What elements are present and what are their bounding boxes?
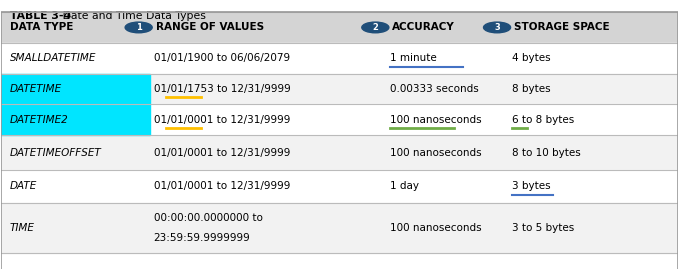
Text: 1 minute: 1 minute: [390, 53, 437, 63]
Text: 1: 1: [136, 23, 142, 32]
Text: RANGE OF VALUES: RANGE OF VALUES: [155, 22, 263, 32]
Text: 23:59:59.9999999: 23:59:59.9999999: [153, 233, 251, 243]
Text: 00:00:00.0000000 to: 00:00:00.0000000 to: [153, 213, 262, 223]
Text: DATETIME2: DATETIME2: [10, 115, 69, 125]
Text: 01/01/0001 to 12/31/9999: 01/01/0001 to 12/31/9999: [153, 181, 290, 191]
Text: 3 bytes: 3 bytes: [512, 181, 551, 191]
Bar: [1, 73, 678, 104]
Text: TABLE 3-4: TABLE 3-4: [10, 11, 71, 21]
Bar: [1, 43, 678, 73]
Text: 100 nanoseconds: 100 nanoseconds: [390, 115, 482, 125]
Text: 6 to 8 bytes: 6 to 8 bytes: [512, 115, 574, 125]
Text: DATETIME: DATETIME: [10, 84, 62, 94]
Text: 0.00333 seconds: 0.00333 seconds: [390, 84, 479, 94]
Text: 100 nanoseconds: 100 nanoseconds: [390, 223, 482, 233]
Text: SMALLDATETIME: SMALLDATETIME: [10, 53, 96, 63]
Text: 01/01/0001 to 12/31/9999: 01/01/0001 to 12/31/9999: [153, 148, 290, 158]
Text: 3: 3: [494, 23, 500, 32]
Bar: [1, 104, 150, 135]
Text: 8 bytes: 8 bytes: [512, 84, 551, 94]
Text: STORAGE SPACE: STORAGE SPACE: [514, 22, 610, 32]
Text: DATE: DATE: [10, 181, 37, 191]
Text: 3 to 5 bytes: 3 to 5 bytes: [512, 223, 574, 233]
Text: TIME: TIME: [10, 223, 35, 233]
Text: 01/01/1900 to 06/06/2079: 01/01/1900 to 06/06/2079: [153, 53, 290, 63]
Circle shape: [483, 22, 511, 33]
Text: 100 nanoseconds: 100 nanoseconds: [390, 148, 482, 158]
Bar: [1, 136, 678, 170]
Bar: [1, 170, 678, 203]
Circle shape: [362, 22, 389, 33]
Text: Date and Time Data Types: Date and Time Data Types: [59, 11, 206, 21]
Bar: [1, 73, 150, 104]
Text: 4 bytes: 4 bytes: [512, 53, 551, 63]
Text: ACCURACY: ACCURACY: [392, 22, 455, 32]
Bar: [1, 203, 678, 252]
Bar: [1, 104, 678, 135]
Text: 1 day: 1 day: [390, 181, 419, 191]
Text: 8 to 10 bytes: 8 to 10 bytes: [512, 148, 581, 158]
Text: 2: 2: [372, 23, 378, 32]
Text: DATETIMEOFFSET: DATETIMEOFFSET: [10, 148, 101, 158]
Circle shape: [125, 22, 152, 33]
Text: 01/01/0001 to 12/31/9999: 01/01/0001 to 12/31/9999: [153, 115, 290, 125]
Bar: [1, 12, 678, 43]
Text: DATA TYPE: DATA TYPE: [10, 22, 73, 32]
Text: 01/01/1753 to 12/31/9999: 01/01/1753 to 12/31/9999: [153, 84, 291, 94]
